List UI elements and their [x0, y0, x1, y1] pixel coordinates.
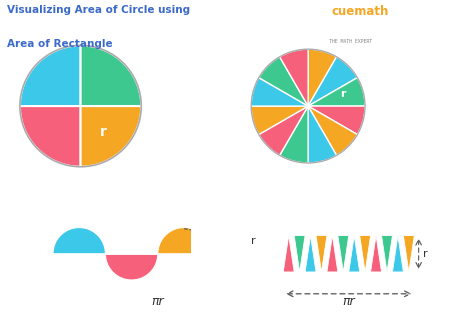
Polygon shape [308, 78, 365, 106]
Polygon shape [308, 106, 357, 155]
Polygon shape [20, 106, 81, 167]
Polygon shape [338, 236, 349, 272]
Polygon shape [158, 227, 210, 254]
Polygon shape [251, 78, 308, 106]
Polygon shape [392, 236, 403, 272]
Polygon shape [349, 236, 360, 272]
Polygon shape [327, 236, 338, 272]
Polygon shape [259, 57, 308, 106]
Text: cuemath: cuemath [332, 5, 389, 18]
Polygon shape [316, 236, 327, 272]
Polygon shape [308, 106, 337, 163]
Polygon shape [280, 49, 308, 106]
Polygon shape [283, 236, 294, 272]
Polygon shape [53, 227, 105, 254]
Polygon shape [294, 236, 305, 272]
Polygon shape [360, 236, 371, 272]
Polygon shape [382, 236, 392, 272]
Polygon shape [210, 254, 263, 280]
Polygon shape [105, 254, 158, 280]
Polygon shape [305, 236, 316, 272]
Polygon shape [308, 106, 365, 134]
Polygon shape [259, 106, 308, 155]
Polygon shape [81, 106, 141, 167]
Text: r: r [251, 236, 256, 246]
Polygon shape [403, 236, 414, 272]
Text: Area of Rectangle: Area of Rectangle [7, 39, 113, 49]
Text: r: r [341, 89, 346, 99]
Polygon shape [308, 57, 357, 106]
Polygon shape [280, 106, 308, 163]
Text: THE MATH EXPERT: THE MATH EXPERT [329, 39, 373, 44]
Polygon shape [251, 106, 308, 134]
Polygon shape [20, 46, 81, 106]
Polygon shape [308, 49, 337, 106]
Polygon shape [371, 236, 382, 272]
Text: πr: πr [152, 295, 164, 309]
Text: r: r [100, 124, 107, 139]
Text: πr: πr [342, 295, 355, 309]
Text: r: r [423, 249, 428, 259]
Text: Visualizing Area of Circle using: Visualizing Area of Circle using [7, 5, 190, 15]
Polygon shape [81, 46, 141, 106]
